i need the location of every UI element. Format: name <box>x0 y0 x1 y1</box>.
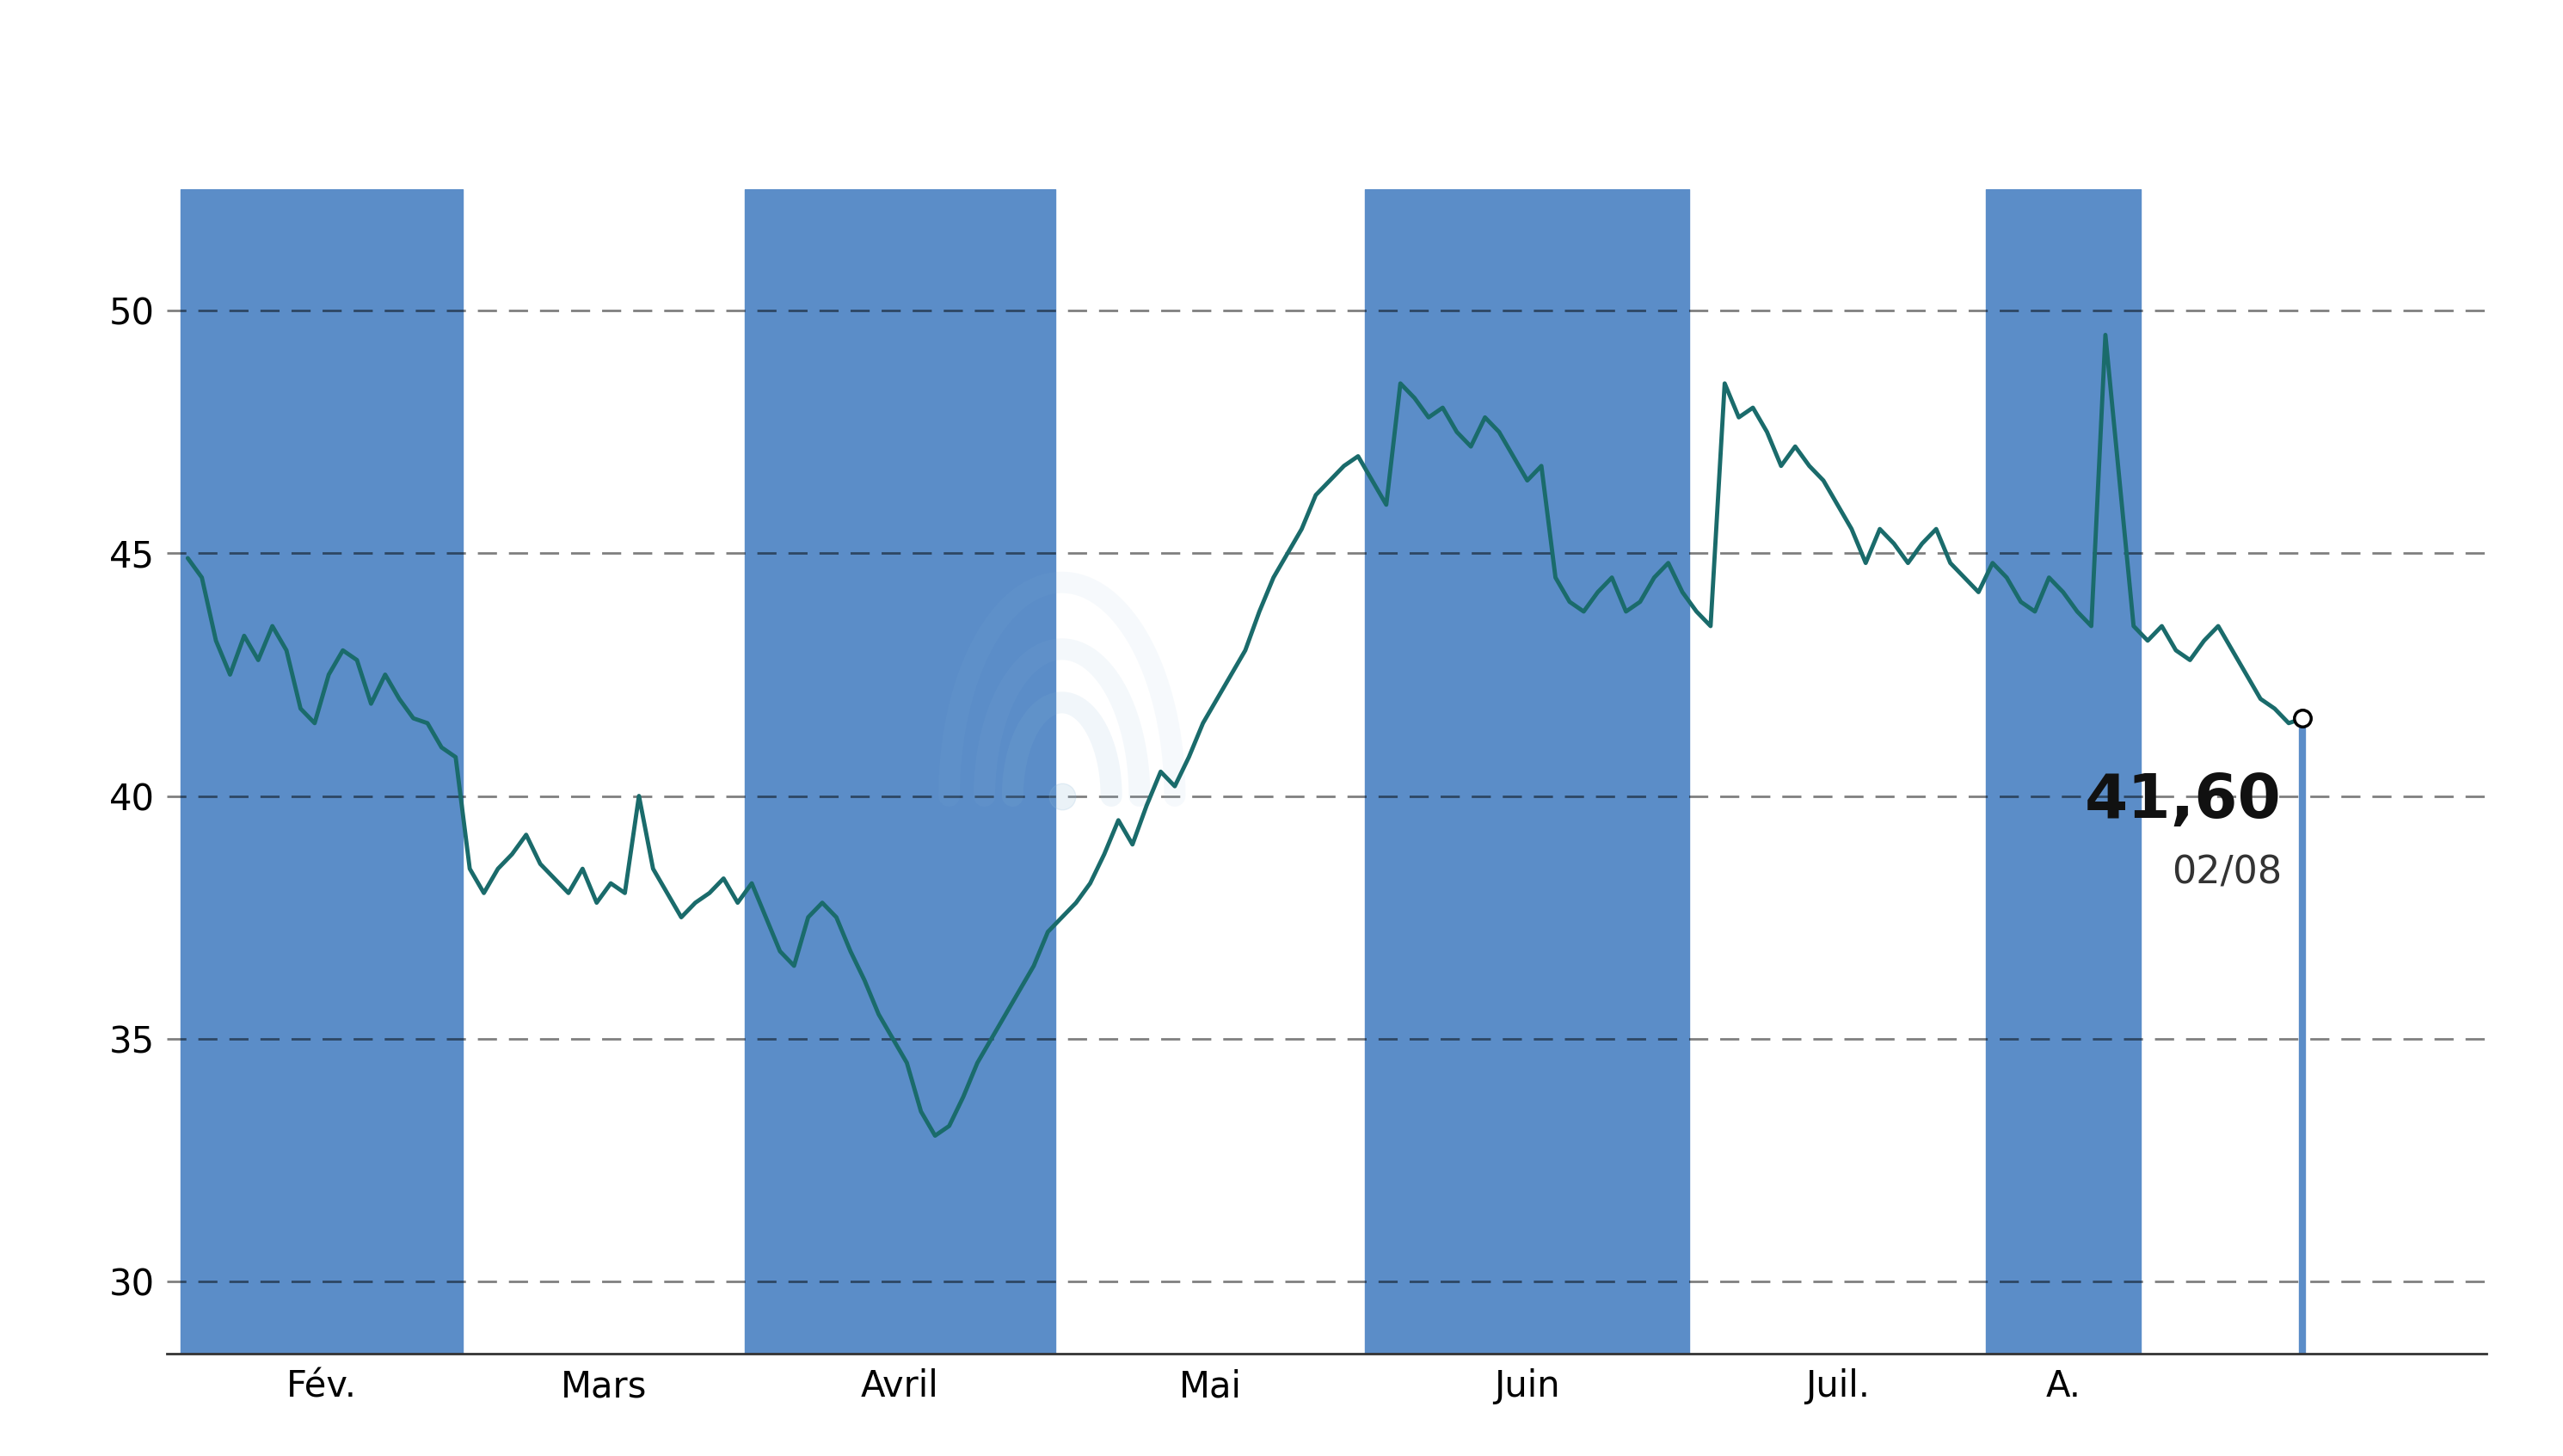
Text: Eckert & Ziegler Strahlen- und Medizintechnik AG: Eckert & Ziegler Strahlen- und Medizinte… <box>144 50 2419 130</box>
Bar <box>182 189 464 1354</box>
Bar <box>746 189 1056 1354</box>
Text: 02/08: 02/08 <box>2171 855 2281 891</box>
Bar <box>1366 189 1689 1354</box>
Bar <box>1986 189 2140 1354</box>
Text: 41,60: 41,60 <box>2084 772 2281 831</box>
